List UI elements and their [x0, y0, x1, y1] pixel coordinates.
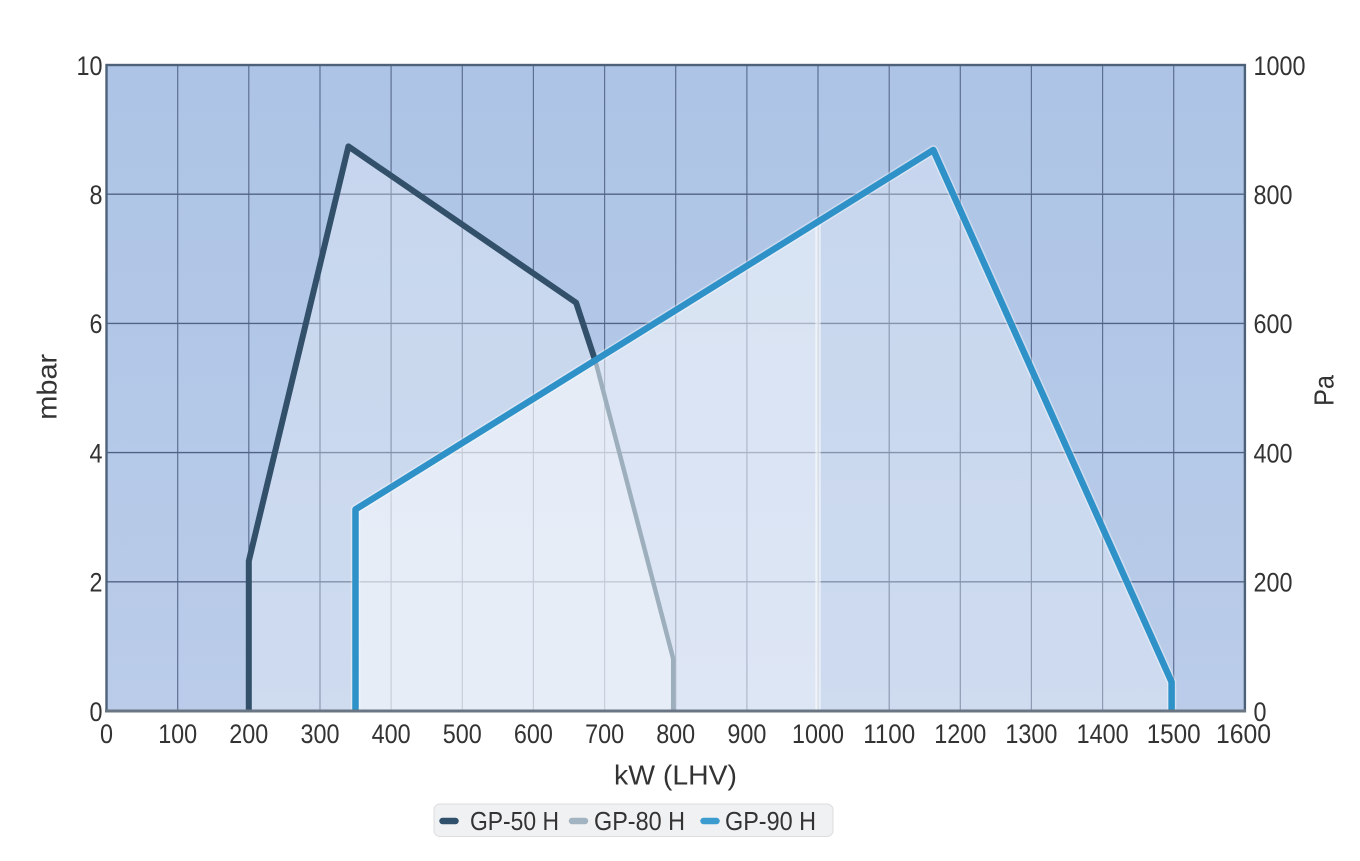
svg-text:800: 800	[656, 719, 695, 749]
svg-text:800: 800	[1254, 180, 1293, 210]
svg-text:2: 2	[90, 568, 103, 598]
svg-text:GP-80 H: GP-80 H	[594, 808, 685, 836]
svg-text:200: 200	[1254, 568, 1293, 598]
svg-text:6: 6	[90, 309, 103, 339]
svg-text:1000: 1000	[1254, 51, 1306, 81]
svg-text:200: 200	[229, 719, 268, 749]
svg-text:0: 0	[90, 697, 103, 727]
svg-text:1400: 1400	[1077, 719, 1129, 749]
svg-text:300: 300	[301, 719, 340, 749]
svg-text:400: 400	[1254, 438, 1293, 468]
svg-text:Pa: Pa	[1309, 375, 1340, 406]
svg-text:600: 600	[514, 719, 553, 749]
svg-text:1300: 1300	[1005, 719, 1057, 749]
svg-text:500: 500	[443, 719, 482, 749]
svg-text:1100: 1100	[863, 719, 915, 749]
svg-text:700: 700	[585, 719, 624, 749]
svg-text:8: 8	[90, 180, 103, 210]
svg-text:mbar: mbar	[32, 354, 63, 420]
svg-text:1000: 1000	[792, 719, 844, 749]
svg-text:kW (LHV): kW (LHV)	[614, 760, 737, 791]
svg-text:0: 0	[1254, 697, 1267, 727]
svg-text:1200: 1200	[934, 719, 986, 749]
svg-text:0: 0	[100, 719, 113, 749]
svg-text:GP-50 H: GP-50 H	[470, 808, 559, 836]
svg-text:1500: 1500	[1147, 719, 1201, 749]
svg-text:400: 400	[372, 719, 411, 749]
svg-text:10: 10	[77, 51, 103, 81]
svg-text:100: 100	[158, 719, 197, 749]
svg-text:GP-90 H: GP-90 H	[725, 808, 816, 836]
svg-text:900: 900	[727, 719, 766, 749]
svg-text:1600: 1600	[1216, 719, 1271, 749]
svg-text:600: 600	[1254, 309, 1293, 339]
svg-text:4: 4	[90, 438, 103, 468]
